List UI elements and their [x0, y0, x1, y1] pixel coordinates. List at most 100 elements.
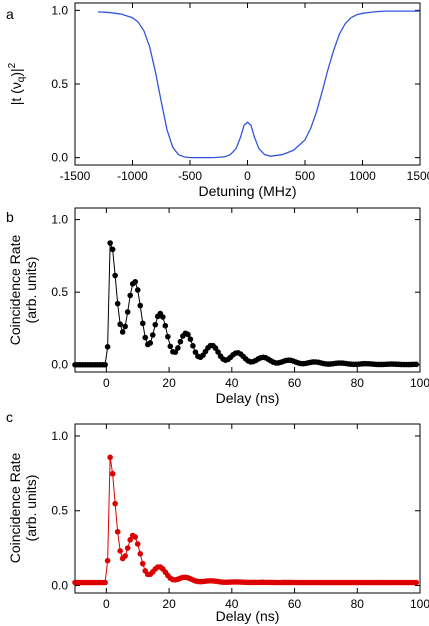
data-point: [139, 560, 146, 567]
data-point: [215, 349, 221, 355]
data-point: [185, 331, 191, 338]
x-tick-label: 20: [162, 597, 176, 611]
series-b: [72, 240, 420, 368]
data-point: [117, 548, 123, 554]
y-tick-label: 1.0: [51, 3, 68, 17]
data-point: [124, 309, 131, 315]
data-point: [160, 314, 166, 320]
x-tick-label: 0: [103, 376, 110, 390]
data-point: [112, 500, 118, 507]
data-point: [102, 361, 108, 368]
x-axis-label-c: Delay (ns): [216, 608, 280, 624]
y-tick-label: 0.0: [51, 579, 68, 593]
y-axis-label-c-line2: (arb. units): [23, 475, 39, 542]
data-point: [139, 320, 146, 327]
panel-a: a -1500 -1000 -500 0 500 1000 1500 0.0 0.5 1.0 De…: [6, 2, 429, 199]
data-point: [165, 333, 171, 340]
y-axis-label-close-a: )|: [8, 68, 24, 76]
data-point: [152, 321, 159, 328]
y-tick-label: 0.0: [51, 358, 68, 372]
data-point: [114, 528, 121, 535]
data-point: [107, 240, 113, 246]
data-point: [107, 454, 113, 461]
x-tick-label: 80: [351, 376, 365, 390]
data-point: [413, 361, 420, 368]
coincidence-line: [75, 242, 417, 366]
x-tick-label: 40: [225, 597, 239, 611]
data-point: [162, 322, 169, 329]
x-tick-label: 0: [244, 169, 251, 183]
data-point: [175, 345, 181, 351]
x-tick-label: 80: [351, 597, 365, 611]
x-tick-label: 1000: [349, 169, 376, 183]
data-point: [167, 343, 174, 350]
data-point: [117, 321, 123, 328]
series-c: [72, 454, 420, 586]
coincidence-line: [75, 457, 417, 584]
y-tick-label: 1.0: [51, 429, 68, 443]
x-tick-label: 0: [103, 597, 110, 611]
data-point: [192, 349, 199, 355]
x-tick-label: -500: [178, 169, 202, 183]
data-point: [172, 349, 179, 355]
x-tick-label: 1500: [407, 169, 429, 183]
data-point: [177, 338, 184, 345]
data-point: [137, 302, 144, 309]
x-tick-label: 20: [162, 376, 176, 390]
data-point: [109, 246, 116, 253]
data-point: [127, 537, 133, 543]
data-point: [102, 579, 108, 586]
data-point: [127, 292, 133, 299]
y-axis-label-subscript-a: q: [16, 77, 27, 83]
x-tick-label: 60: [288, 597, 302, 611]
ticks-c: 0 20 40 60 80 100 0.0 0.5 1.0: [51, 424, 429, 611]
data-point: [109, 470, 116, 477]
data-point: [149, 332, 156, 338]
y-tick-label: 0.5: [51, 504, 68, 518]
plot-frame-a: [74, 2, 421, 166]
panel-b: b 0 20 40 60 80 100 0.0 0.5 1.0 Delay (ns) Coinc…: [6, 207, 429, 406]
y-axis-label-b-line1: Coincidence Rate: [7, 235, 23, 346]
data-point: [122, 553, 128, 559]
x-axis-label-b: Delay (ns): [216, 390, 280, 406]
panel-label-b: b: [6, 209, 14, 225]
data-point: [134, 287, 141, 293]
panel-label-c: c: [6, 409, 13, 425]
x-tick-label: 100: [410, 597, 429, 611]
plot-frame-c: [74, 423, 421, 594]
series-a: [97, 10, 420, 159]
plot-frame-b: [74, 207, 421, 373]
y-axis-label-b-line2: (arb. units): [23, 257, 39, 324]
x-tick-label: 40: [225, 376, 239, 390]
y-axis-label-superscript-a: 2: [7, 62, 18, 68]
x-tick-label: 60: [288, 376, 302, 390]
y-tick-label: 0.5: [51, 285, 68, 299]
data-point: [104, 344, 111, 350]
y-tick-label: 1.0: [51, 213, 68, 227]
data-point: [147, 340, 154, 346]
transmission-line: [97, 10, 420, 159]
panel-label-a: a: [6, 6, 14, 22]
ticks-b: 0 20 40 60 80 100 0.0 0.5 1.0: [51, 208, 429, 390]
data-point: [137, 551, 144, 557]
data-point: [114, 300, 121, 307]
data-point: [132, 534, 139, 540]
data-point: [134, 541, 141, 547]
y-axis-label-a: |t (νq)|2: [7, 62, 27, 105]
data-point: [132, 278, 139, 285]
data-point: [122, 323, 128, 330]
x-tick-label: -1000: [117, 169, 148, 183]
x-tick-label: -1500: [60, 169, 91, 183]
y-axis-label-c-line1: Coincidence Rate: [7, 453, 23, 564]
y-tick-label: 0.0: [51, 151, 68, 165]
data-point: [104, 557, 111, 564]
data-point: [119, 329, 126, 335]
x-axis-label-a: Detuning (MHz): [198, 183, 296, 199]
x-tick-label: 500: [295, 169, 315, 183]
data-point: [142, 334, 149, 341]
data-point: [124, 545, 131, 551]
data-point: [112, 272, 118, 279]
data-point: [187, 336, 194, 342]
panel-c: c 0 20 40 60 80 100 0.0 0.5 1.0 Delay (ns) Coinc…: [6, 409, 429, 624]
